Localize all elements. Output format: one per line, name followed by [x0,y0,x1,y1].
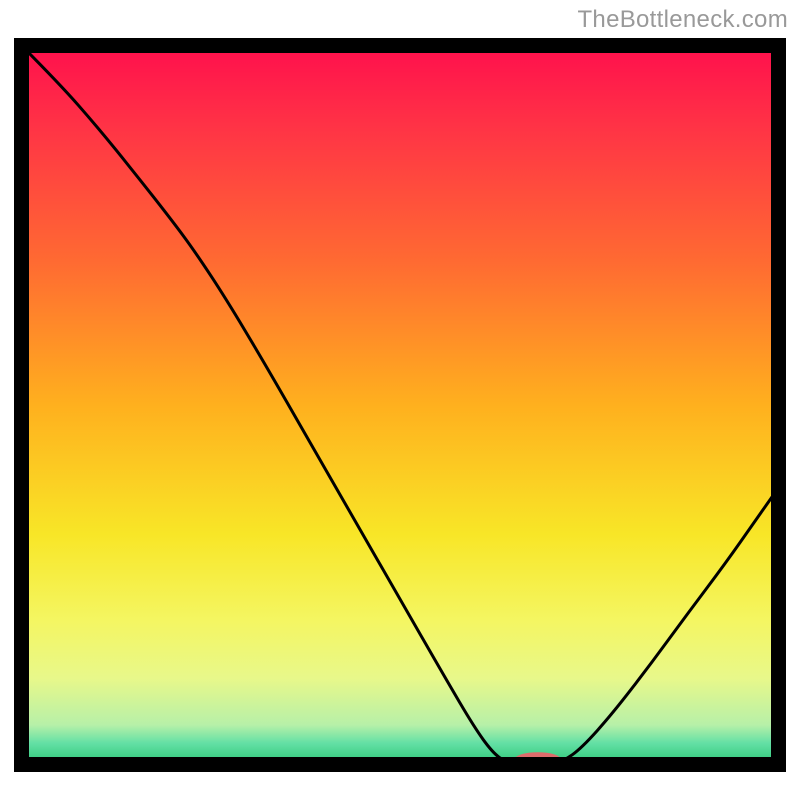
chart-canvas [0,0,800,800]
bottleneck-chart: TheBottleneck.com [0,0,800,800]
gradient-background [22,46,779,765]
watermark-label: TheBottleneck.com [577,6,788,34]
